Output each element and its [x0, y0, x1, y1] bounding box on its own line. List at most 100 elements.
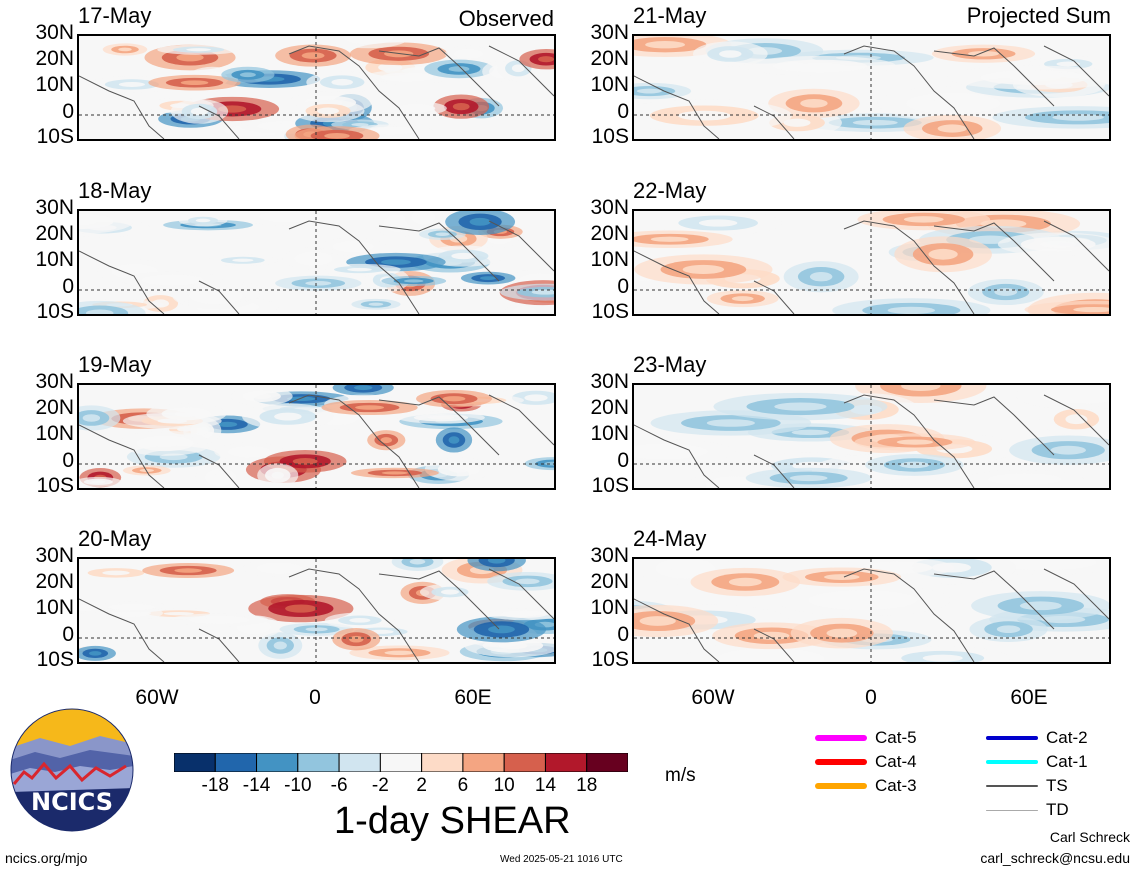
colorbar-swatch [338, 752, 381, 773]
lat-label: 20N [35, 222, 74, 245]
shear-contour [670, 563, 700, 574]
coastline [634, 394, 1109, 488]
shear-contour [789, 474, 828, 482]
legend-label: Cat-2 [1046, 728, 1088, 747]
footer-url: ncics.org/mjo [5, 850, 88, 866]
legend-label: TD [1046, 800, 1069, 819]
shear-contour [343, 243, 364, 250]
shear-contour [377, 128, 404, 133]
shear-contour [304, 255, 323, 263]
lat-label: 10S [591, 648, 629, 671]
legend-line-icon [986, 736, 1038, 740]
lat-label: 10N [35, 248, 74, 271]
lat-label: 30N [35, 370, 74, 393]
shear-contour [368, 302, 384, 306]
colorbar-swatch [214, 752, 258, 773]
shear-contour [232, 258, 254, 262]
shear-contour [901, 385, 941, 392]
shear-contour [409, 559, 426, 565]
shear-contour [937, 124, 967, 133]
shear-contour [427, 415, 455, 420]
lat-label: 20N [35, 570, 74, 593]
colorbar-tick-label: 2 [416, 775, 427, 796]
panel-date-label: 17-May [78, 3, 152, 28]
shear-contour [324, 132, 350, 139]
shear-contour [272, 123, 301, 129]
lat-label: 10S [36, 474, 74, 497]
shear-contour [174, 568, 202, 573]
colorbar-swatch [586, 752, 629, 773]
shear-contour [451, 252, 476, 260]
lat-label: 10N [35, 596, 74, 619]
lat-label: 30N [590, 196, 629, 219]
shear-contour [698, 219, 738, 227]
shear-contour [774, 402, 827, 411]
shear-contour [381, 471, 409, 475]
shear-contour [394, 74, 420, 80]
lat-label: 20N [590, 47, 629, 70]
colorbar-swatches [173, 752, 629, 773]
shear-contour [791, 429, 830, 436]
lat-label: 20N [35, 47, 74, 70]
map-panel-observed-2 [77, 209, 556, 316]
shear-contour [285, 604, 317, 613]
shear-field [79, 559, 554, 662]
lat-label: 20N [590, 570, 629, 593]
map-panel-projected-2 [632, 209, 1111, 316]
shear-contour [317, 107, 339, 115]
shear-contour [719, 50, 742, 58]
shear-contour [286, 396, 316, 402]
lon-label: 60W [691, 686, 735, 709]
shear-contour [268, 565, 291, 571]
panel-date-label: 23-May [633, 352, 707, 377]
lat-label: 0 [62, 100, 74, 123]
legend-line-icon [815, 759, 867, 765]
shear-contour [217, 421, 238, 428]
coastline [634, 568, 1109, 662]
shear-contour [1008, 73, 1061, 82]
lat-label: 20N [590, 396, 629, 419]
legend-line-icon [815, 783, 867, 789]
shear-contour [85, 309, 114, 314]
lat-label: 20N [35, 396, 74, 419]
shear-contour [204, 617, 234, 622]
panel-date-label: 19-May [78, 352, 152, 377]
shear-contour [123, 267, 146, 276]
coastline [634, 220, 1109, 314]
legend-label: TS [1046, 776, 1068, 795]
shear-contour [239, 72, 256, 78]
shear-contour [896, 439, 934, 445]
shear-contour [390, 219, 405, 228]
shear-contour [440, 589, 459, 595]
shear-contour [797, 62, 843, 69]
lat-label: 10N [590, 422, 629, 445]
shear-contour [498, 642, 528, 650]
lon-label: 60E [454, 686, 492, 709]
shear-contour [448, 465, 470, 473]
map-panel-projected-3 [632, 383, 1111, 490]
panel-date-label: 24-May [633, 526, 707, 551]
shear-contour [518, 308, 530, 314]
lat-label: 10N [590, 73, 629, 96]
lat-label: 30N [590, 21, 629, 44]
legend-label: Cat-5 [875, 728, 917, 747]
shear-contour [682, 264, 725, 274]
lon-label: 0 [309, 686, 321, 709]
shear-contour [852, 119, 898, 126]
shear-contour [274, 412, 302, 421]
legend-label: Cat-3 [875, 776, 917, 795]
shear-contour [903, 216, 944, 223]
map-panel-observed-4 [77, 557, 556, 664]
shear-contour [706, 419, 755, 427]
lat-label: 10N [35, 73, 74, 96]
lat-label: 0 [617, 275, 629, 298]
shear-contour [1065, 414, 1088, 425]
colorbar-tick-label: -10 [284, 775, 312, 796]
shear-contour [213, 473, 229, 482]
lat-label: 10N [590, 596, 629, 619]
footer-timestamp: Wed 2025-05-21 1016 UTC [500, 854, 623, 865]
coastline [79, 568, 554, 662]
shear-contour [347, 267, 372, 272]
shear-contour [1050, 445, 1086, 455]
colorbar-swatch [297, 752, 340, 773]
